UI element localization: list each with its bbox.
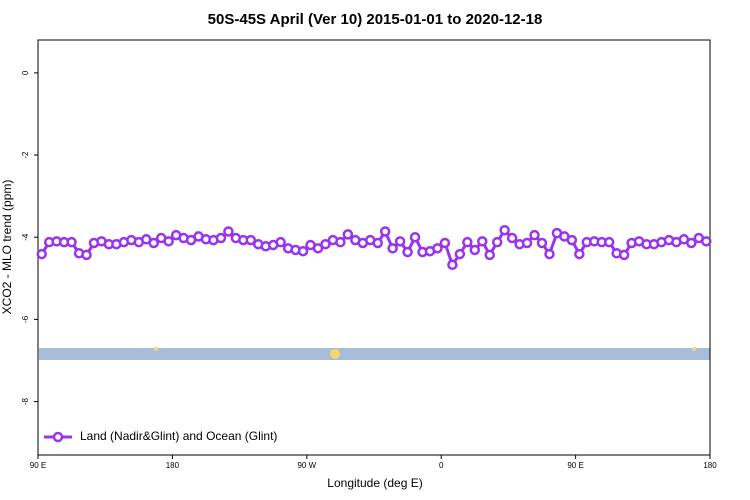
data-point bbox=[477, 236, 488, 247]
y-tick-label: -2 bbox=[21, 151, 30, 159]
sun-icon bbox=[692, 347, 696, 351]
legend-marker bbox=[52, 431, 64, 443]
data-point bbox=[536, 237, 548, 249]
data-point bbox=[499, 224, 510, 236]
data-point bbox=[469, 244, 481, 256]
data-point bbox=[342, 229, 354, 240]
data-point bbox=[394, 236, 406, 247]
data-point bbox=[379, 226, 391, 237]
data-point bbox=[312, 243, 324, 254]
data-point bbox=[491, 236, 503, 248]
data-point bbox=[439, 237, 451, 249]
sun-icon bbox=[154, 347, 158, 351]
data-point bbox=[484, 249, 495, 261]
data-point bbox=[521, 237, 533, 249]
data-point bbox=[335, 236, 346, 248]
data-point bbox=[163, 236, 174, 247]
data-point bbox=[223, 226, 234, 237]
data-point bbox=[603, 236, 615, 248]
data-point bbox=[462, 236, 473, 248]
data-point bbox=[529, 229, 540, 241]
land-mask-band bbox=[39, 348, 710, 360]
data-point bbox=[566, 234, 578, 246]
data-point bbox=[320, 238, 331, 250]
data-point bbox=[275, 236, 286, 248]
data-point bbox=[36, 248, 47, 260]
data-point bbox=[81, 249, 92, 261]
x-tick-label: 90 E bbox=[30, 461, 46, 470]
data-point bbox=[432, 243, 443, 254]
legend-label: Land (Nadir&Glint) and Ocean (Glint) bbox=[80, 429, 277, 443]
x-axis-label: Longitude (deg E) bbox=[327, 476, 422, 490]
data-point bbox=[701, 236, 712, 247]
plot-frame bbox=[37, 39, 711, 456]
y-tick-label: -6 bbox=[21, 315, 30, 323]
data-point bbox=[409, 231, 421, 243]
y-tick-label: -8 bbox=[21, 397, 30, 405]
data-point bbox=[574, 248, 585, 260]
data-point bbox=[387, 243, 398, 254]
data-point bbox=[686, 237, 697, 249]
y-tick-label: 0 bbox=[21, 70, 30, 75]
series-line bbox=[40, 227, 707, 269]
data-point bbox=[544, 248, 555, 260]
x-tick-label: 90 W bbox=[297, 461, 316, 470]
data-point bbox=[618, 249, 630, 261]
x-tick-label: 180 bbox=[166, 461, 180, 470]
data-point bbox=[245, 234, 257, 246]
y-axis-label: XCO2 - MLO trend (ppm) bbox=[0, 180, 14, 315]
x-tick-label: 0 bbox=[439, 461, 444, 470]
data-point bbox=[148, 237, 159, 249]
data-point bbox=[215, 232, 227, 244]
data-point bbox=[506, 232, 518, 244]
data-point bbox=[447, 259, 458, 271]
sun-icon bbox=[330, 349, 340, 359]
data-point bbox=[66, 236, 77, 248]
y-tick-label: -4 bbox=[21, 233, 30, 241]
x-tick-label: 180 bbox=[703, 461, 717, 470]
data-point bbox=[454, 248, 466, 260]
x-tick-label: 90 E bbox=[567, 461, 583, 470]
data-point bbox=[402, 246, 413, 258]
data-point bbox=[297, 245, 309, 257]
data-point bbox=[372, 237, 383, 249]
chart-title: 50S-45S April (Ver 10) 2015-01-01 to 202… bbox=[208, 11, 543, 28]
